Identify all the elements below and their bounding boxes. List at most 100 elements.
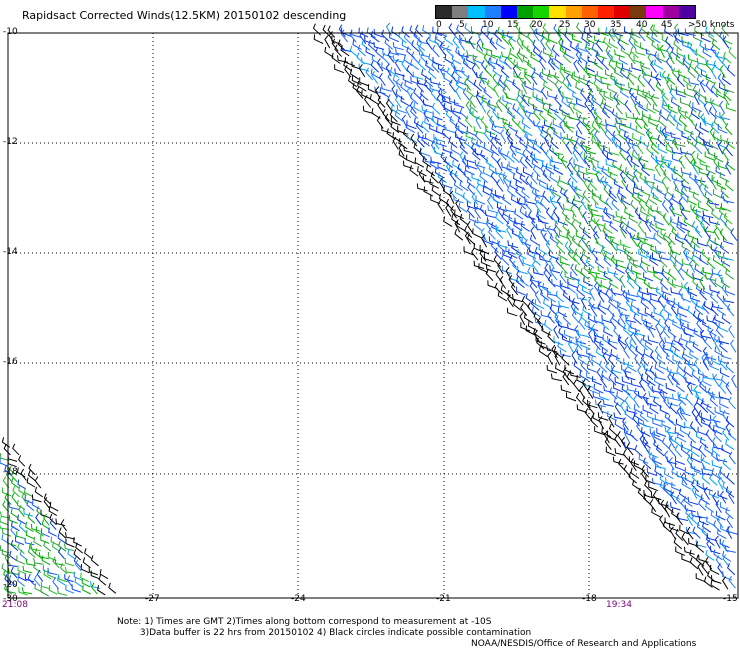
wind-barb <box>412 71 424 80</box>
wind-barb <box>641 292 652 304</box>
wind-barb <box>40 509 50 519</box>
wind-barb <box>640 426 651 438</box>
wind-barb <box>724 545 736 553</box>
wind-barb <box>587 399 598 409</box>
wind-speed-color-legend <box>435 5 696 19</box>
wind-barb <box>654 346 662 359</box>
wind-barb <box>48 506 58 517</box>
wind-barb <box>23 508 34 517</box>
wind-barb <box>719 406 730 415</box>
wind-barb <box>421 69 431 81</box>
wind-barb <box>679 314 690 324</box>
wind-barb <box>482 167 493 178</box>
wind-barb <box>694 466 704 476</box>
wind-barb <box>506 150 515 163</box>
wind-barb <box>390 121 400 134</box>
wind-barb <box>657 143 668 154</box>
wind-barb <box>661 155 669 169</box>
wind-barb <box>631 265 642 275</box>
wind-barb <box>665 353 675 365</box>
wind-barb <box>473 126 485 134</box>
wind-barb <box>616 391 626 403</box>
wind-barb <box>591 323 599 337</box>
wind-barb <box>618 129 628 142</box>
wind-barb <box>678 115 688 127</box>
wind-barb <box>502 172 512 184</box>
wind-barb <box>581 378 589 392</box>
wind-barb <box>519 156 528 169</box>
wind-barb <box>672 207 683 217</box>
wind-barb <box>591 189 602 200</box>
wind-barb <box>593 35 605 44</box>
wind-barb <box>566 372 575 385</box>
wind-barb <box>644 237 655 248</box>
wind-barb <box>692 341 702 353</box>
wind-barb <box>658 388 666 402</box>
wind-barb <box>642 318 651 332</box>
wind-barb <box>694 263 704 276</box>
wind-barb <box>704 556 713 570</box>
wind-barb <box>454 170 463 183</box>
wind-barb <box>434 167 445 179</box>
wind-barb <box>506 220 515 233</box>
wind-barb <box>579 385 586 399</box>
wind-barb <box>721 23 729 37</box>
wind-barb <box>614 120 621 134</box>
wind-barb <box>728 490 735 505</box>
wind-barb <box>692 526 701 539</box>
wind-barb <box>641 164 650 177</box>
wind-barb <box>698 167 710 176</box>
wind-barb <box>26 500 35 511</box>
wind-barb <box>711 175 722 185</box>
wind-barb <box>587 184 597 196</box>
wind-barb <box>637 74 645 88</box>
wind-barb <box>425 36 433 50</box>
wind-barb <box>534 317 546 326</box>
wind-barb <box>620 215 629 228</box>
wind-barb <box>511 151 520 163</box>
wind-barb <box>687 323 698 333</box>
wind-barb <box>622 417 629 431</box>
wind-barb <box>602 215 613 224</box>
wind-barb <box>67 548 76 560</box>
wind-barb <box>57 533 66 544</box>
wind-barb <box>357 44 367 57</box>
wind-barb <box>367 84 378 94</box>
wind-barb <box>24 495 34 505</box>
wind-barb <box>4 583 13 595</box>
wind-barb <box>644 340 654 352</box>
swath-time-right: 19:34 <box>606 600 632 610</box>
wind-barb <box>521 186 530 199</box>
wind-barb <box>600 374 608 388</box>
wind-barb <box>334 64 345 74</box>
wind-barb <box>395 78 402 92</box>
wind-barb <box>663 169 672 182</box>
wind-barb <box>497 26 506 39</box>
wind-barb <box>583 152 594 163</box>
wind-barb <box>381 83 392 92</box>
wind-barb <box>500 65 510 78</box>
wind-barb <box>542 169 551 182</box>
wind-barb <box>50 536 60 547</box>
wind-barb <box>650 187 659 200</box>
wind-barb <box>597 140 605 154</box>
wind-barb <box>643 441 651 455</box>
wind-barb <box>659 331 666 345</box>
wind-barb <box>512 59 522 71</box>
wind-barb <box>649 499 657 512</box>
wind-barb <box>602 245 612 255</box>
wind-barb <box>710 291 719 304</box>
wind-barb <box>624 442 635 451</box>
wind-barb <box>476 139 487 150</box>
wind-barb <box>702 463 714 472</box>
wind-barb <box>580 340 591 350</box>
wind-barb <box>703 117 714 127</box>
wind-barb <box>10 470 18 483</box>
wind-barb <box>644 218 652 232</box>
wind-barb <box>544 223 556 231</box>
wind-barb <box>573 164 581 177</box>
wind-barb <box>636 421 644 435</box>
wind-barb <box>626 276 635 289</box>
wind-barb <box>643 489 654 499</box>
wind-barb <box>527 59 536 71</box>
